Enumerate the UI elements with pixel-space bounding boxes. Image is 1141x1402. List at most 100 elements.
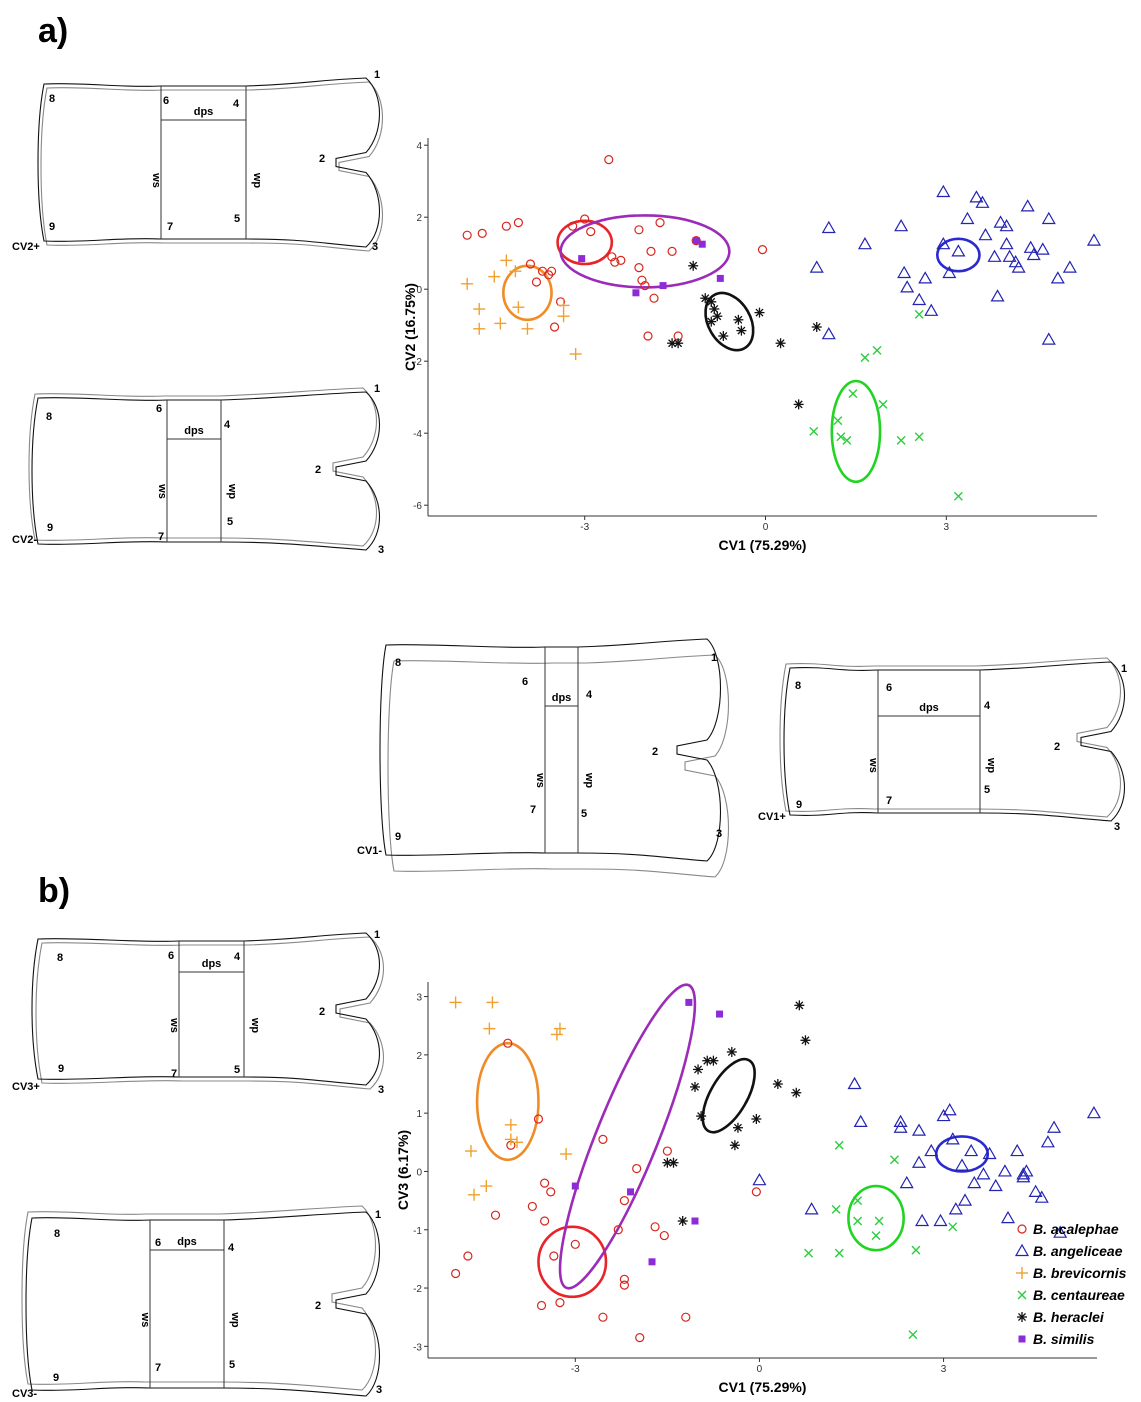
wing-outline — [28, 387, 378, 547]
landmark-label: 7 — [155, 1362, 161, 1374]
point-b-brevicornis — [504, 1118, 517, 1131]
point-b-acalephae — [549, 1251, 559, 1261]
point-b-similis — [685, 998, 693, 1006]
ellipse-b-heraclei — [701, 1057, 756, 1134]
wp-label: wp — [249, 1017, 261, 1034]
point-b-centaureae — [889, 1155, 899, 1165]
ws-label: ws — [534, 772, 546, 788]
wp-label: wp — [583, 772, 595, 789]
point-b-angeliceae — [911, 1123, 927, 1136]
point-b-brevicornis — [553, 1022, 566, 1035]
point-b-angeliceae — [1023, 240, 1038, 253]
landmark-label: 1 — [1121, 663, 1127, 675]
landmark-label: 7 — [886, 795, 892, 807]
y-tick-label: -4 — [413, 429, 422, 440]
point-b-angeliceae — [942, 265, 957, 279]
point-b-angeliceae — [1086, 1105, 1101, 1119]
point-b-heraclei — [800, 1035, 811, 1046]
wing-outline — [31, 391, 381, 551]
point-b-angeliceae — [893, 1114, 908, 1128]
point-b-acalephae — [667, 246, 677, 256]
point-b-acalephae — [659, 1230, 669, 1241]
point-b-angeliceae — [997, 1164, 1012, 1177]
confidence-ellipses — [502, 214, 981, 484]
point-b-heraclei — [673, 338, 684, 349]
wing-outline — [783, 661, 1126, 822]
plot-axes: -3 0 3 -6 -4 -2 0 2 4 — [413, 138, 1097, 533]
point-b-angeliceae — [1010, 1143, 1025, 1157]
point-b-centaureae — [911, 1245, 921, 1255]
point-b-brevicornis — [488, 270, 501, 283]
wp-label: wp — [251, 172, 263, 189]
y-tick-label: 0 — [416, 285, 422, 296]
point-b-angeliceae — [1041, 211, 1056, 225]
data-points — [461, 155, 1102, 501]
point-b-angeliceae — [945, 1132, 960, 1145]
point-b-centaureae — [836, 432, 846, 442]
point-b-angeliceae — [993, 215, 1008, 228]
point-b-angeliceae — [915, 1213, 930, 1227]
ellipse-b-heraclei — [704, 291, 755, 352]
point-b-angeliceae — [900, 280, 915, 293]
landmark-label: 2 — [1054, 741, 1060, 753]
point-b-centaureae — [831, 1204, 841, 1214]
point-b-brevicornis — [464, 1145, 477, 1158]
wing-outline — [31, 932, 380, 1086]
shape-label: CV2+ — [12, 241, 40, 253]
point-b-angeliceae — [990, 289, 1005, 302]
point-b-brevicornis — [473, 303, 486, 315]
point-b-centaureae — [874, 1216, 884, 1226]
point-b-angeliceae — [933, 1213, 948, 1227]
point-b-acalephae — [757, 245, 768, 255]
landmark-label: 2 — [315, 464, 321, 476]
point-b-angeliceae — [1047, 1120, 1062, 1133]
landmark-label: 1 — [711, 652, 717, 664]
landmark-label: 3 — [1114, 821, 1120, 833]
legend-label: B. brevicornis — [1033, 1265, 1127, 1281]
point-b-similis — [571, 1182, 579, 1190]
point-b-brevicornis — [512, 301, 525, 314]
point-b-angeliceae — [912, 292, 927, 306]
landmark-label: 6 — [163, 95, 169, 107]
point-b-centaureae — [914, 432, 924, 442]
point-b-acalephae — [646, 246, 656, 256]
point-b-heraclei — [688, 260, 699, 271]
point-b-brevicornis — [509, 265, 522, 278]
point-b-acalephae — [635, 1332, 645, 1343]
y-tick-label: 2 — [416, 213, 422, 224]
point-b-acalephae — [540, 1178, 550, 1188]
point-b-acalephae — [533, 1114, 544, 1124]
legend-item: B. similis — [1018, 1331, 1095, 1347]
x-tick-label: 3 — [944, 522, 950, 533]
point-b-centaureae — [853, 1196, 863, 1206]
point-b-heraclei — [733, 314, 744, 325]
point-b-brevicornis — [480, 1180, 493, 1193]
confidence-ellipses — [475, 983, 990, 1299]
x-axis-label: CV1 (75.29%) — [719, 537, 807, 553]
point-b-heraclei — [772, 1079, 783, 1090]
landmark-label: 4 — [224, 419, 231, 431]
legend-marker — [1017, 1290, 1027, 1300]
point-b-centaureae — [833, 416, 843, 426]
landmark-label: 9 — [53, 1372, 59, 1384]
point-b-angeliceae — [964, 1143, 979, 1157]
legend-label: B. acalephae — [1033, 1221, 1119, 1237]
landmark-label: 4 — [228, 1242, 235, 1254]
point-b-acalephae — [513, 218, 524, 228]
point-b-heraclei — [668, 1157, 679, 1168]
landmark-label: 1 — [374, 69, 380, 81]
landmark-label: 6 — [156, 403, 162, 415]
point-b-heraclei — [736, 325, 747, 336]
shape-label: CV3+ — [12, 1081, 40, 1093]
point-b-acalephae — [616, 255, 626, 265]
point-b-centaureae — [834, 1248, 844, 1258]
point-b-angeliceae — [988, 1178, 1003, 1192]
point-b-heraclei — [696, 1111, 707, 1122]
landmark-label: 4 — [586, 689, 593, 701]
point-b-acalephae — [681, 1312, 691, 1322]
point-b-angeliceae — [1040, 1135, 1055, 1148]
point-b-angeliceae — [978, 227, 993, 241]
legend-item: B. centaureae — [1017, 1287, 1125, 1303]
landmark-label: 4 — [234, 951, 241, 963]
point-b-acalephae — [570, 1239, 580, 1249]
